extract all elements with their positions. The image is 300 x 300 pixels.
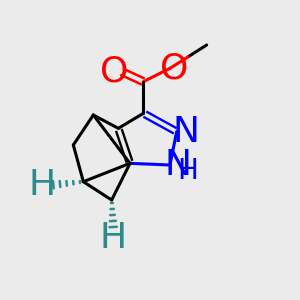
Text: O: O bbox=[100, 55, 128, 89]
Text: H: H bbox=[177, 157, 198, 185]
Text: H: H bbox=[28, 168, 56, 202]
Text: O: O bbox=[160, 51, 189, 85]
Text: N: N bbox=[165, 148, 192, 182]
Text: N: N bbox=[172, 115, 200, 149]
Text: H: H bbox=[100, 221, 127, 255]
